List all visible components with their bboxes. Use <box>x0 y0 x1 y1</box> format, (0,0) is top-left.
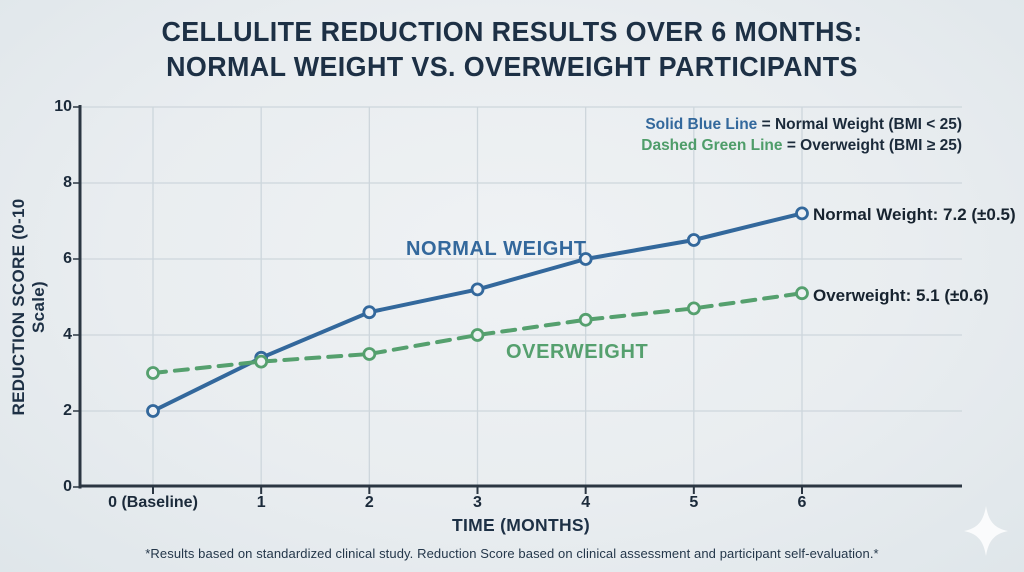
legend-item-overweight: Dashed Green Line = Overweight (BMI ≥ 25… <box>641 135 962 156</box>
x-tick-label: 5 <box>689 494 699 511</box>
y-axis-tick-labels: 0 2 4 6 8 10 <box>0 0 72 572</box>
x-axis-tick-labels: 0 (Baseline) 1 2 3 4 5 6 <box>0 494 1024 514</box>
y-tick-label: 6 <box>63 250 72 267</box>
title-line-1: CELLULITE REDUCTION RESULTS OVER 6 MONTH… <box>161 16 863 47</box>
footnote: *Results based on standardized clinical … <box>145 546 879 561</box>
legend-text-normal-weight: = Normal Weight (BMI < 25) <box>757 116 962 133</box>
x-tick-label: 6 <box>797 494 807 511</box>
x-tick-label: 3 <box>473 494 482 511</box>
legend-text-overweight: = Overweight (BMI ≥ 25) <box>782 137 962 154</box>
legend-key-normal-weight: Solid Blue Line <box>645 116 758 133</box>
series-label-normal-weight: NORMAL WEIGHT <box>406 238 587 260</box>
legend: Solid Blue Line = Normal Weight (BMI < 2… <box>641 114 962 156</box>
sparkle-icon <box>964 506 1008 556</box>
y-tick-label: 4 <box>63 326 72 343</box>
x-tick-label: 0 (Baseline) <box>108 494 198 511</box>
title-line-2: NORMAL WEIGHT VS. OVERWEIGHT PARTICIPANT… <box>166 51 858 82</box>
annotation-overweight-final: Overweight: 5.1 (±0.6) <box>813 286 989 305</box>
y-tick-label: 10 <box>54 98 72 115</box>
y-tick-label: 8 <box>63 174 72 191</box>
x-tick-label: 4 <box>581 494 591 511</box>
legend-item-normal-weight: Solid Blue Line = Normal Weight (BMI < 2… <box>641 114 962 135</box>
legend-key-overweight: Dashed Green Line <box>641 137 783 154</box>
y-tick-label: 0 <box>63 478 72 495</box>
annotation-normal-weight-final: Normal Weight: 7.2 (±0.5) <box>813 205 1016 224</box>
x-tick-label: 2 <box>364 494 374 511</box>
y-tick-label: 2 <box>63 402 72 419</box>
x-tick-label: 1 <box>256 494 266 511</box>
x-axis-title: TIME (MONTHS) <box>451 515 591 535</box>
series-label-overweight: OVERWEIGHT <box>506 341 649 363</box>
infographic-title: CELLULITE REDUCTION RESULTS OVER 6 MONTH… <box>20 14 1003 84</box>
